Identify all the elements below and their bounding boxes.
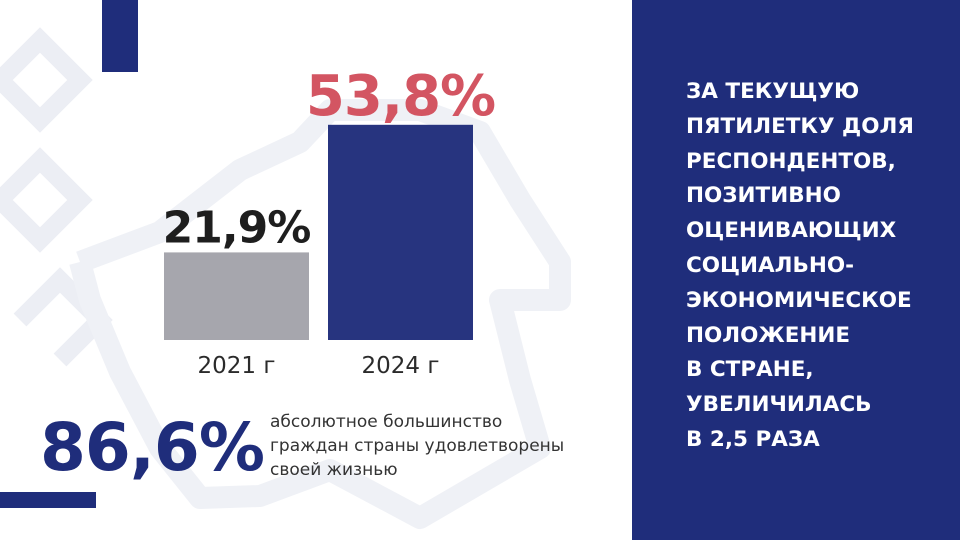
bar-chart: 21,9% 2021 г 53,8% 2024 г xyxy=(163,64,496,379)
satisfaction-caption: абсолютное большинство граждан страны уд… xyxy=(270,412,565,480)
category-label-2021: 2021 г xyxy=(198,353,276,379)
background-ornament xyxy=(0,27,571,529)
bar-2024 xyxy=(328,124,473,340)
right-info-panel: ЗА ТЕКУЩУЮ ПЯТИЛЕТКУ ДОЛЯ РЕСПОНДЕНТОВ, … xyxy=(632,0,960,540)
accent-bar-bottom xyxy=(0,492,96,508)
satisfaction-percentage: 86,6% xyxy=(40,409,265,486)
category-label-2024: 2024 г xyxy=(362,353,440,379)
value-label-2024: 53,8% xyxy=(306,64,495,129)
value-label-2021: 21,9% xyxy=(163,202,311,253)
accent-bar-top xyxy=(102,0,138,72)
bar-2021 xyxy=(164,252,309,340)
right-panel-text: ЗА ТЕКУЩУЮ ПЯТИЛЕТКУ ДОЛЯ РЕСПОНДЕНТОВ, … xyxy=(686,79,914,452)
